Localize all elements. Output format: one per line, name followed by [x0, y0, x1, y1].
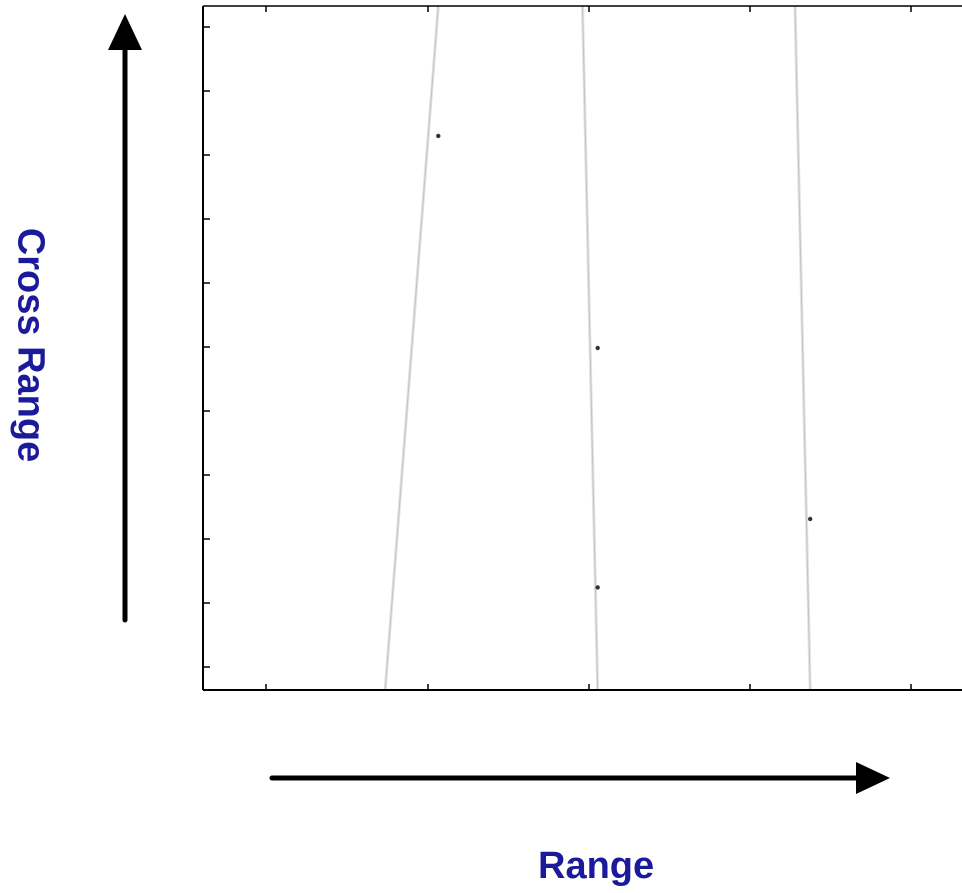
plot-frame — [202, 5, 962, 691]
streaks-layer — [383, 5, 812, 691]
streak-core-3 — [794, 5, 811, 691]
arrow-right-icon — [269, 762, 890, 794]
streak-core-1 — [384, 5, 439, 691]
data-point-4 — [808, 516, 813, 522]
y-axis-label: Cross Range — [9, 227, 52, 463]
data-point-2 — [595, 345, 600, 351]
ticks-layer — [203, 6, 912, 690]
streak-core-2 — [582, 5, 599, 691]
x-axis-label: Range — [538, 845, 655, 887]
points-layer — [436, 133, 813, 590]
data-point-3 — [595, 585, 600, 590]
data-point-1 — [436, 133, 441, 139]
arrow-up-icon — [108, 14, 142, 623]
